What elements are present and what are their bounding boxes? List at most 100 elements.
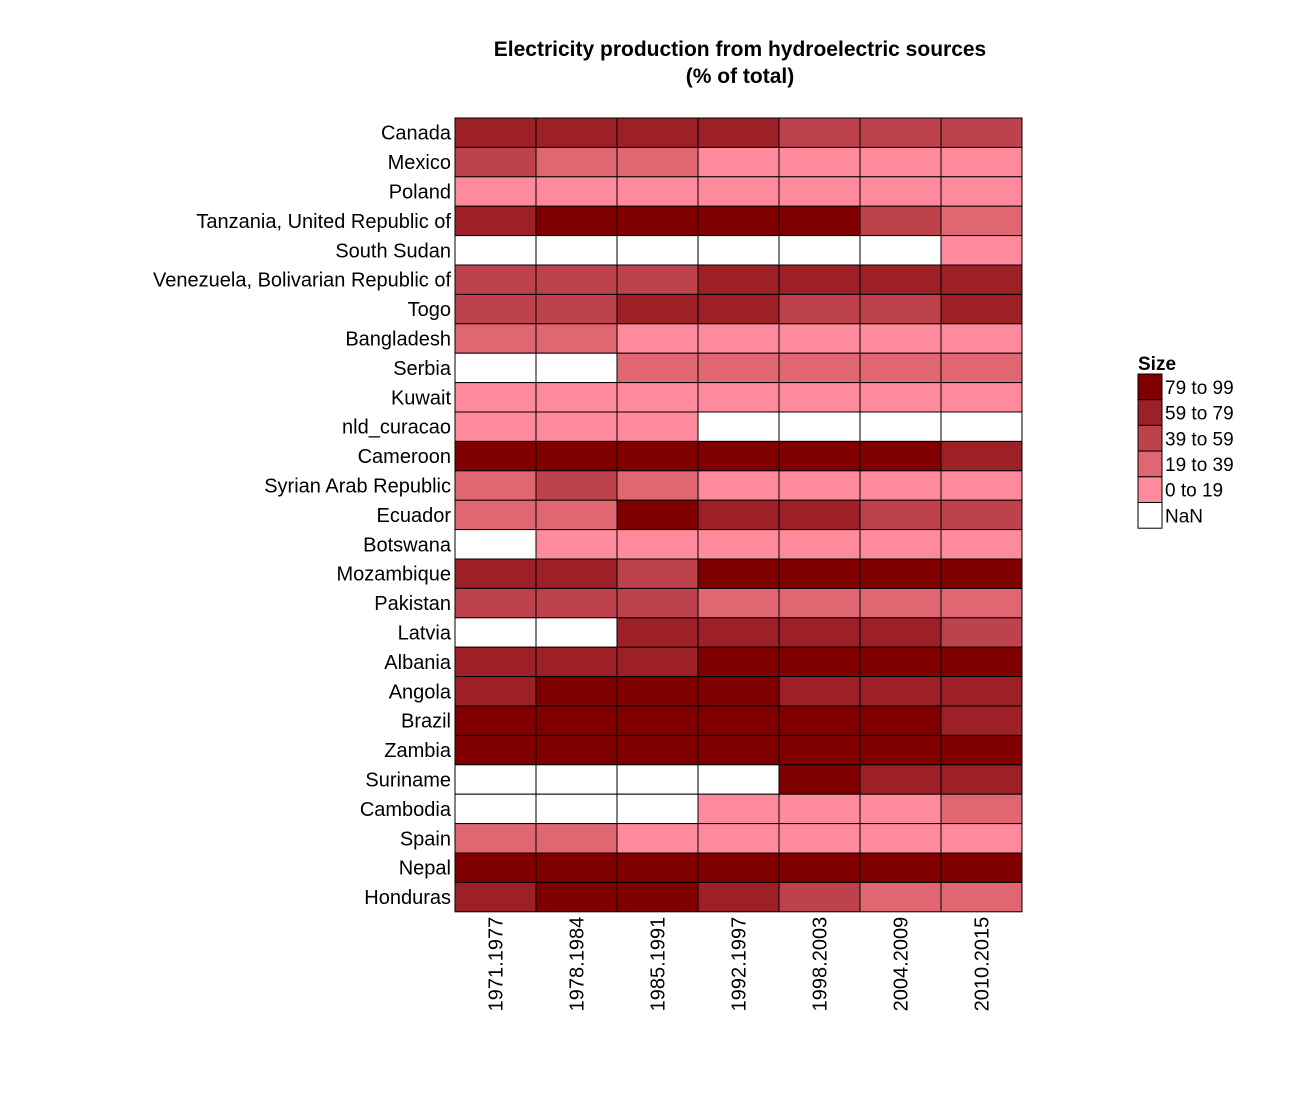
heatmap-cell (940, 529, 1023, 560)
heatmap-cell (454, 587, 537, 619)
heatmap-cell (535, 852, 618, 883)
y-tick-label: Brazil (401, 711, 451, 733)
heatmap-cell (940, 323, 1023, 354)
heatmap-cell (535, 823, 618, 854)
heatmap-cell (616, 499, 699, 531)
heatmap-cell (697, 440, 780, 472)
heatmap-cell (940, 646, 1023, 678)
legend-label: 0 to 19 (1165, 481, 1223, 502)
x-tick-label: 2004.2009 (891, 917, 913, 1012)
heatmap-cell (940, 470, 1023, 501)
y-tick-label: Kuwait (391, 387, 451, 409)
y-tick-label: Poland (389, 182, 451, 204)
x-axis-labels: 1971.1977 1978.1984 1985.1991 1992.1997 1998… (486, 917, 994, 1012)
heatmap-cell (454, 352, 537, 384)
heatmap-cell (940, 676, 1023, 707)
heatmap-cell (940, 705, 1023, 736)
y-axis-labels: Canada Mexico Poland Tanzania, United Repub… (153, 123, 452, 909)
heatmap-cell (454, 382, 537, 413)
heatmap-cell (454, 499, 537, 531)
heatmap-cell (454, 823, 537, 854)
y-tick-label: Pakistan (374, 593, 451, 615)
y-tick-label: Cameroon (358, 446, 451, 468)
heatmap-cell (859, 587, 942, 619)
heatmap-cell (697, 587, 780, 619)
heatmap-cell (697, 646, 780, 678)
heatmap-cell (940, 764, 1023, 795)
legend-swatch (1137, 450, 1163, 478)
legend-label: 79 to 99 (1165, 378, 1234, 399)
chart-title-line-2: (% of total) (686, 65, 794, 88)
heatmap-cell (535, 440, 618, 472)
y-tick-label: nld_curacao (342, 417, 451, 439)
heatmap-cell (859, 470, 942, 501)
heatmap-cell (697, 117, 780, 148)
heatmap-cell (697, 352, 780, 384)
heatmap-cell (940, 499, 1023, 531)
heatmap-cell (616, 440, 699, 472)
heatmap-cell (535, 617, 618, 648)
heatmap-cell (616, 205, 699, 237)
heatmap-cell (940, 117, 1023, 148)
heatmap-cell (940, 558, 1023, 589)
heatmap-cell (616, 793, 699, 825)
x-tick-label: 1971.1977 (486, 917, 508, 1012)
heatmap-cell (454, 205, 537, 237)
heatmap-cell (616, 558, 699, 589)
heatmap-cell (778, 587, 861, 619)
heatmap-cell (778, 793, 861, 825)
heatmap-cell (778, 646, 861, 678)
heatmap-cell (454, 764, 537, 795)
y-tick-label: Angola (389, 681, 452, 703)
legend-swatch (1137, 424, 1163, 452)
heatmap-cell (535, 293, 618, 325)
heatmap-cell (697, 529, 780, 560)
heatmap-cell (940, 881, 1023, 913)
heatmap-cell (697, 734, 780, 766)
heatmap-cell (535, 205, 618, 237)
heatmap-cell (859, 264, 942, 295)
heatmap-cell (454, 852, 537, 883)
y-tick-label: Spain (400, 828, 451, 850)
heatmap-cell (616, 176, 699, 207)
heatmap-cell (778, 382, 861, 413)
x-tick-label: 1998.2003 (810, 917, 832, 1012)
heatmap-cell (616, 587, 699, 619)
heatmap-cell (535, 117, 618, 148)
x-tick-label: 2010.2015 (972, 917, 994, 1012)
heatmap-cell (697, 264, 780, 295)
heatmap-cell (616, 617, 699, 648)
heatmap-cell (778, 676, 861, 707)
heatmap-cell (454, 323, 537, 354)
heatmap-cell (940, 617, 1023, 648)
heatmap-cell (859, 235, 942, 266)
y-tick-label: Albania (384, 652, 452, 674)
heatmap-cell (859, 734, 942, 766)
heatmap-cell (778, 323, 861, 354)
heatmap-cell (535, 146, 618, 178)
y-tick-label: Canada (381, 123, 452, 145)
chart-title-line-1: Electricity production from hydroelectri… (494, 38, 986, 61)
heatmap-cell (697, 235, 780, 266)
heatmap-cell (940, 587, 1023, 619)
heatmap-cell (940, 146, 1023, 178)
y-tick-label: Venezuela, Bolivarian Republic of (153, 270, 451, 292)
heatmap-cell (778, 235, 861, 266)
heatmap-cell (940, 293, 1023, 325)
legend-label: 39 to 59 (1165, 429, 1234, 450)
heatmap-cell (697, 852, 780, 883)
heatmap-cell (697, 558, 780, 589)
heatmap-cell (859, 529, 942, 560)
heatmap-cell (778, 881, 861, 913)
heatmap-cell (778, 146, 861, 178)
heatmap-cell (940, 411, 1023, 442)
legend-swatch (1137, 476, 1163, 503)
heatmap-cell (778, 293, 861, 325)
heatmap-cell (697, 764, 780, 795)
legend-swatch (1137, 502, 1163, 529)
heatmap-cell (535, 411, 618, 442)
heatmap-cell (535, 323, 618, 354)
legend-label: NaN (1165, 506, 1203, 527)
y-tick-label: Mexico (388, 152, 451, 174)
y-tick-label: Tanzania, United Republic of (196, 211, 451, 233)
